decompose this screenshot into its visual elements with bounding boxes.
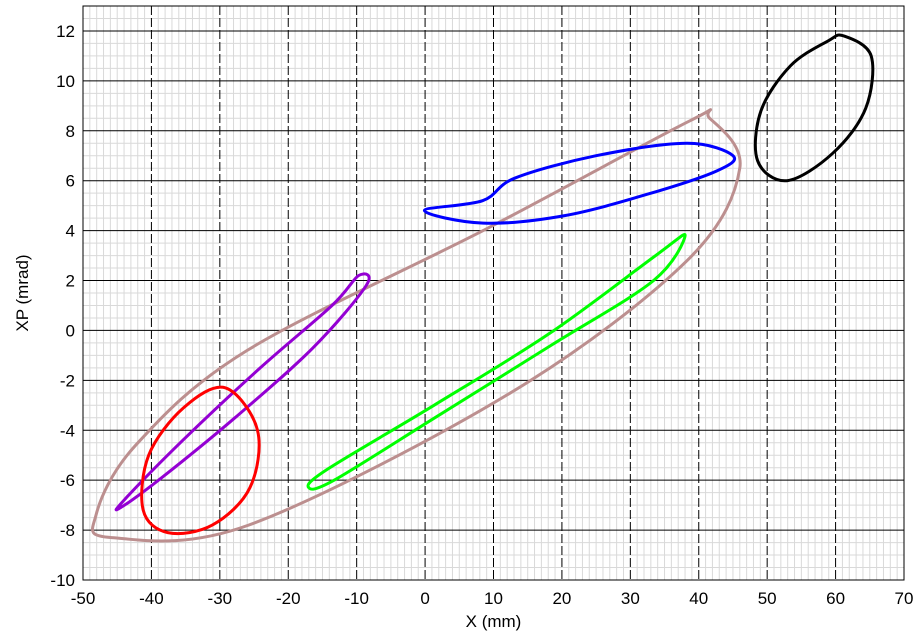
y-tick-label: -8 <box>60 521 75 540</box>
y-tick-label: 0 <box>66 321 75 340</box>
x-axis-title: X (mm) <box>466 612 522 631</box>
series-line-4 <box>753 33 875 183</box>
y-tick-label: 12 <box>56 22 75 41</box>
series-line-6 <box>140 385 261 536</box>
series-group <box>91 33 875 543</box>
x-tick-label: 20 <box>552 589 571 608</box>
x-tick-label: -50 <box>71 589 96 608</box>
series-line-3 <box>306 233 687 491</box>
y-tick-label: 6 <box>66 172 75 191</box>
x-tick-label: -30 <box>208 589 233 608</box>
y-tick-label: -4 <box>60 421 75 440</box>
x-tick-label: -20 <box>276 589 301 608</box>
y-tick-label: 2 <box>66 272 75 291</box>
x-tick-label: 40 <box>689 589 708 608</box>
x-tick-label: 0 <box>420 589 429 608</box>
y-axis-title: XP (mrad) <box>13 254 32 331</box>
series-line-2 <box>422 141 737 225</box>
x-tick-label: 50 <box>758 589 777 608</box>
y-tick-label: 10 <box>56 72 75 91</box>
x-tick-label: 10 <box>484 589 503 608</box>
x-tick-label: 60 <box>826 589 845 608</box>
y-tick-label: -6 <box>60 471 75 490</box>
x-tick-label: -40 <box>139 589 164 608</box>
y-tick-label: 8 <box>66 122 75 141</box>
series-line-5 <box>114 272 371 512</box>
x-tick-label: 70 <box>895 589 914 608</box>
x-tick-label: 30 <box>621 589 640 608</box>
x-tick-label: -10 <box>344 589 369 608</box>
y-tick-label: -10 <box>50 571 75 590</box>
y-tick-label: -2 <box>60 371 75 390</box>
series-line-1 <box>91 108 742 543</box>
y-tick-label: 4 <box>66 222 75 241</box>
plot-frame <box>82 5 905 581</box>
